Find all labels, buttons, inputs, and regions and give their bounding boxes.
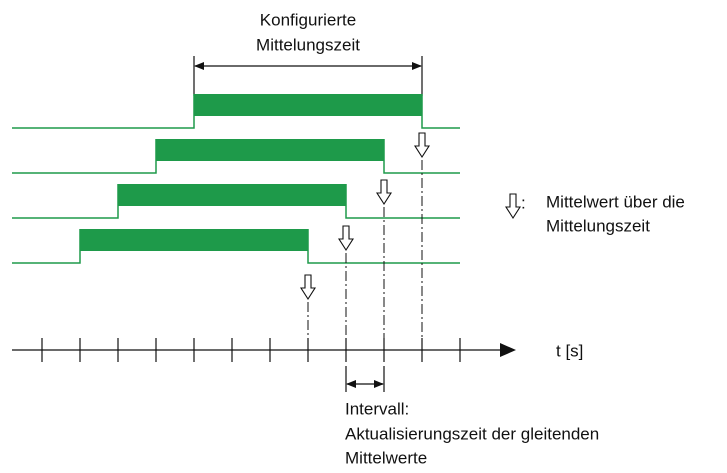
legend-text: Mittelungszeit bbox=[546, 216, 650, 235]
interval-text: Aktualisierungszeit der gleitenden bbox=[345, 424, 599, 443]
markers bbox=[300, 132, 430, 340]
dimension bbox=[193, 56, 423, 96]
time-axis bbox=[12, 338, 516, 362]
interval-text: Mittelwerte bbox=[345, 448, 427, 467]
axis-label: t [s] bbox=[556, 341, 583, 360]
interval-label: Intervall: bbox=[345, 399, 409, 418]
legend-symbol: : bbox=[521, 193, 526, 212]
signals bbox=[12, 94, 460, 264]
legend-text: Mittelwert über die bbox=[546, 192, 685, 211]
legend-icon bbox=[505, 193, 521, 219]
interval-dimension bbox=[345, 366, 385, 392]
title-line: Mittelungszeit bbox=[256, 35, 360, 54]
title-line: Konfigurierte bbox=[260, 10, 356, 29]
